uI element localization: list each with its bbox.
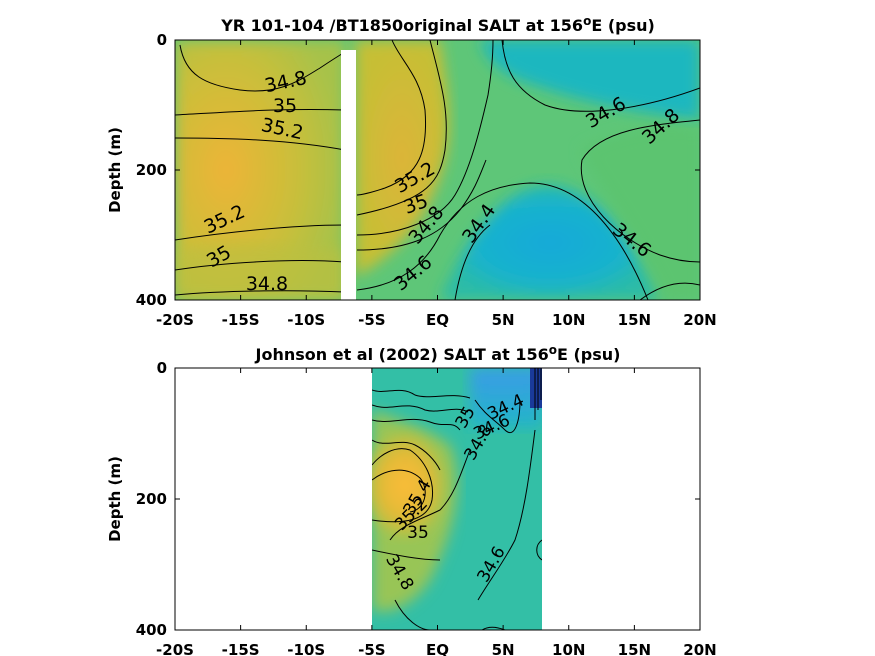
top-panel: YR 101-104 /BT1850original SALT at 156oE… xyxy=(106,14,717,329)
top-y-axis-label: Depth (m) xyxy=(106,127,124,213)
bottom-salinity-field: 34.4 34.6 34.8 35.4 35.2 35 34.8 34.6 35 xyxy=(372,368,542,630)
bottom-x-tick-label: -20S xyxy=(156,641,194,656)
top-title-main: YR 101-104 /BT1850original SALT at 156 xyxy=(220,16,583,35)
top-panel-title: YR 101-104 /BT1850original SALT at 156oE… xyxy=(220,14,655,35)
top-x-tick-label: -10S xyxy=(287,311,325,329)
top-y-tick-label: 400 xyxy=(136,291,167,309)
top-x-tick-label: -5S xyxy=(358,311,385,329)
top-y-tick-label: 0 xyxy=(157,31,167,49)
bottom-x-tick-label: -5S xyxy=(358,641,385,656)
bottom-panel-title: Johnson et al (2002) SALT at 156oE (psu) xyxy=(255,343,621,364)
top-x-tick-label: 20N xyxy=(683,311,716,329)
bottom-y-tick-label: 200 xyxy=(136,490,167,508)
top-x-tick-label: 5N xyxy=(492,311,515,329)
top-title-end: E (psu) xyxy=(591,16,655,35)
top-x-tick-label: -20S xyxy=(156,311,194,329)
top-x-tick-label: 15N xyxy=(618,311,651,329)
top-missing-data-gap xyxy=(341,50,356,300)
bottom-axis-ticks: -20S -15S -10S -5S EQ 5N 10N 15N 20N 0 200 400 xyxy=(136,359,717,656)
top-axis-ticks: -20S -15S -10S -5S EQ 5N 10N 15N 20N 0 200 400 xyxy=(136,31,717,329)
top-y-tick-label: 200 xyxy=(136,161,167,179)
bottom-x-tick-label: EQ xyxy=(426,641,449,656)
bottom-x-tick-label: 5N xyxy=(492,641,515,656)
bottom-x-tick-label: 10N xyxy=(552,641,585,656)
top-salinity-field: 34.8 35 35.2 35.2 35 34.8 35.2 35 34.8 3… xyxy=(175,40,700,300)
bottom-x-tick-label: -10S xyxy=(287,641,325,656)
bottom-panel: Johnson et al (2002) SALT at 156oE (psu) xyxy=(106,343,717,656)
bottom-y-axis-label: Depth (m) xyxy=(106,456,124,542)
top-contour-label: 35 xyxy=(273,95,297,117)
bottom-x-tick-label: 20N xyxy=(683,641,716,656)
top-contour-label: 34.8 xyxy=(246,273,288,295)
bottom-title-sup: o xyxy=(549,343,557,357)
bottom-x-tick-label: 15N xyxy=(618,641,651,656)
top-title-sup: o xyxy=(583,14,591,28)
bottom-title-main: Johnson et al (2002) SALT at 156 xyxy=(255,345,549,364)
top-x-tick-label: 10N xyxy=(552,311,585,329)
bottom-contour-label: 35 xyxy=(407,523,429,543)
bottom-y-tick-label: 400 xyxy=(136,621,167,639)
bottom-y-tick-label: 0 xyxy=(157,359,167,377)
top-x-tick-label: EQ xyxy=(426,311,449,329)
bottom-x-tick-label: -15S xyxy=(222,641,260,656)
bottom-title-end: E (psu) xyxy=(557,345,621,364)
top-x-tick-label: -15S xyxy=(222,311,260,329)
